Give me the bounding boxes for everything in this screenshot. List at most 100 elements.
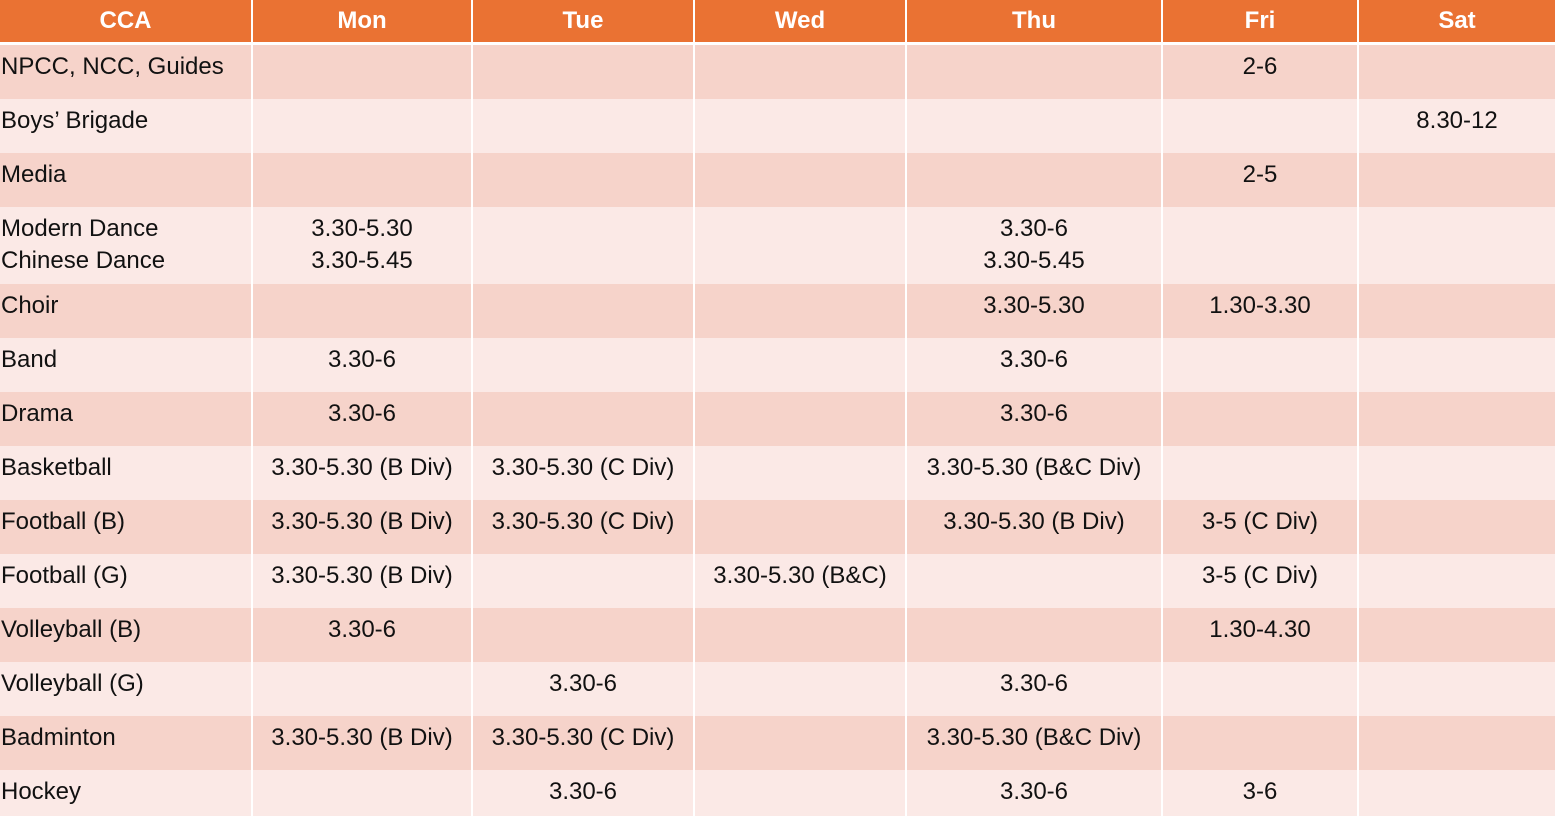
- time-cell-sat: [1359, 446, 1555, 500]
- time-cell-wed: [695, 608, 907, 662]
- time-cell-fri: 3-5 (C Div): [1163, 500, 1359, 554]
- cca-name-cell: Volleyball (G): [0, 662, 253, 716]
- time-cell-thu: 3.30-6: [907, 662, 1163, 716]
- time-cell-tue: 3.30-5.30 (C Div): [473, 446, 695, 500]
- time-cell-mon: [253, 284, 473, 338]
- time-cell-wed: [695, 716, 907, 770]
- time-cell-thu: 3.30-6: [907, 770, 1163, 816]
- time-cell-thu: [907, 554, 1163, 608]
- header-sat: Sat: [1359, 0, 1555, 42]
- cca-name-cell: Modern Dance Chinese Dance: [0, 207, 253, 284]
- time-cell-mon: 3.30-5.30 (B Div): [253, 446, 473, 500]
- time-cell-tue: [473, 554, 695, 608]
- divider: [1359, 42, 1555, 45]
- time-cell-tue: [473, 284, 695, 338]
- time-cell-sat: [1359, 392, 1555, 446]
- time-cell-tue: 3.30-5.30 (C Div): [473, 500, 695, 554]
- time-cell-sat: [1359, 153, 1555, 207]
- time-cell-mon: [253, 99, 473, 153]
- divider: [1163, 42, 1359, 45]
- cca-name-cell: Media: [0, 153, 253, 207]
- time-cell-thu: 3.30-5.30 (B&C Div): [907, 716, 1163, 770]
- time-cell-fri: [1163, 99, 1359, 153]
- time-cell-fri: 2-5: [1163, 153, 1359, 207]
- header-fri: Fri: [1163, 0, 1359, 42]
- time-cell-wed: [695, 99, 907, 153]
- time-cell-mon: [253, 153, 473, 207]
- time-cell-fri: 3-5 (C Div): [1163, 554, 1359, 608]
- time-cell-sat: [1359, 716, 1555, 770]
- cell-line: Modern Dance: [1, 215, 159, 242]
- time-cell-fri: 1.30-4.30: [1163, 608, 1359, 662]
- time-cell-mon: [253, 45, 473, 99]
- cca-name-cell: Hockey: [0, 770, 253, 816]
- time-cell-wed: [695, 500, 907, 554]
- cca-name-cell: Drama: [0, 392, 253, 446]
- cell-line: 3.30-5.30: [311, 215, 413, 242]
- time-cell-sat: [1359, 45, 1555, 99]
- time-cell-wed: [695, 338, 907, 392]
- time-cell-mon: 3.30-6: [253, 608, 473, 662]
- time-cell-fri: [1163, 392, 1359, 446]
- time-cell-mon: [253, 662, 473, 716]
- time-cell-mon: 3.30-5.30 3.30-5.45: [253, 207, 473, 284]
- cca-name-cell: Football (B): [0, 500, 253, 554]
- time-cell-tue: [473, 99, 695, 153]
- time-cell-wed: [695, 207, 907, 284]
- cca-name-cell: Football (G): [0, 554, 253, 608]
- time-cell-thu: 3.30-5.30 (B Div): [907, 500, 1163, 554]
- header-wed: Wed: [695, 0, 907, 42]
- time-cell-sat: [1359, 284, 1555, 338]
- time-cell-mon: 3.30-6: [253, 338, 473, 392]
- time-cell-fri: 1.30-3.30: [1163, 284, 1359, 338]
- time-cell-fri: [1163, 446, 1359, 500]
- time-cell-fri: [1163, 338, 1359, 392]
- cca-name-cell: Boys’ Brigade: [0, 99, 253, 153]
- cca-name-cell: Band: [0, 338, 253, 392]
- time-cell-fri: [1163, 662, 1359, 716]
- divider: [253, 42, 473, 45]
- time-cell-sat: [1359, 770, 1555, 816]
- cca-name-cell: Choir: [0, 284, 253, 338]
- time-cell-sat: [1359, 207, 1555, 284]
- time-cell-wed: [695, 153, 907, 207]
- cell-line: 3.30-5.45: [983, 247, 1085, 274]
- time-cell-tue: [473, 153, 695, 207]
- cca-name-cell: Basketball: [0, 446, 253, 500]
- time-cell-thu: [907, 99, 1163, 153]
- time-cell-sat: 8.30-12: [1359, 99, 1555, 153]
- time-cell-sat: [1359, 338, 1555, 392]
- time-cell-tue: 3.30-5.30 (C Div): [473, 716, 695, 770]
- cell-line: Chinese Dance: [1, 247, 166, 274]
- time-cell-tue: [473, 608, 695, 662]
- time-cell-mon: 3.30-5.30 (B Div): [253, 554, 473, 608]
- time-cell-wed: [695, 284, 907, 338]
- time-cell-sat: [1359, 662, 1555, 716]
- time-cell-sat: [1359, 554, 1555, 608]
- time-cell-mon: 3.30-5.30 (B Div): [253, 500, 473, 554]
- time-cell-fri: [1163, 716, 1359, 770]
- time-cell-fri: [1163, 207, 1359, 284]
- time-cell-sat: [1359, 608, 1555, 662]
- time-cell-thu: 3.30-5.30 (B&C Div): [907, 446, 1163, 500]
- time-cell-mon: 3.30-5.30 (B Div): [253, 716, 473, 770]
- time-cell-tue: [473, 338, 695, 392]
- cca-name-cell: Badminton: [0, 716, 253, 770]
- time-cell-tue: [473, 207, 695, 284]
- time-cell-mon: 3.30-6: [253, 392, 473, 446]
- time-cell-tue: [473, 45, 695, 99]
- cca-name-cell: NPCC, NCC, Guides: [0, 45, 253, 99]
- time-cell-mon: [253, 770, 473, 816]
- header-cca: CCA: [0, 0, 253, 42]
- time-cell-tue: [473, 392, 695, 446]
- divider: [695, 42, 907, 45]
- time-cell-thu: 3.30-6: [907, 338, 1163, 392]
- cca-name-cell: Volleyball (B): [0, 608, 253, 662]
- cell-line: 3.30-5.45: [311, 247, 413, 274]
- time-cell-wed: 3.30-5.30 (B&C): [695, 554, 907, 608]
- time-cell-thu: [907, 608, 1163, 662]
- time-cell-fri: 3-6: [1163, 770, 1359, 816]
- header-tue: Tue: [473, 0, 695, 42]
- time-cell-tue: 3.30-6: [473, 770, 695, 816]
